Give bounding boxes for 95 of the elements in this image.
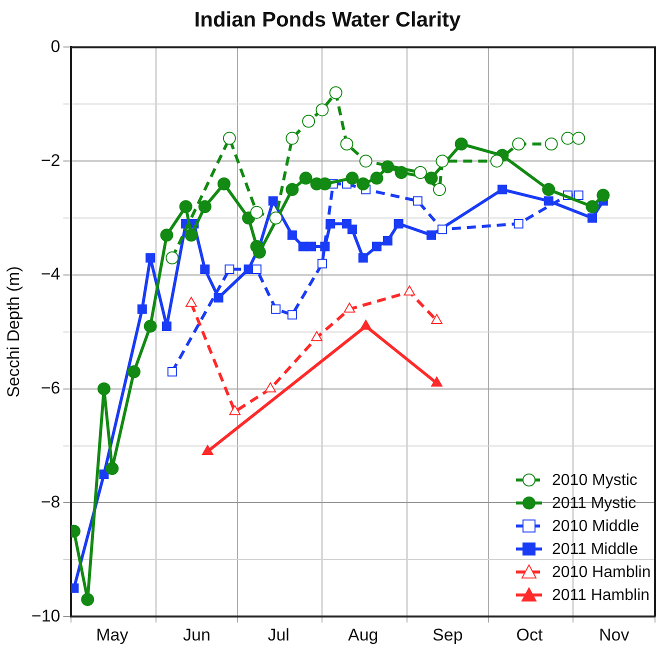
point xyxy=(329,86,342,100)
point xyxy=(454,138,468,150)
point xyxy=(412,196,422,206)
point xyxy=(229,405,241,416)
point xyxy=(347,224,357,234)
point xyxy=(372,242,382,252)
point xyxy=(218,177,230,190)
point xyxy=(497,184,507,194)
point xyxy=(144,320,157,333)
point xyxy=(127,365,140,378)
point xyxy=(202,444,214,455)
x-tick-label: May xyxy=(96,625,129,644)
legend-label: 2010 Mystic xyxy=(552,470,638,491)
y-tick-label: −6 xyxy=(40,378,60,398)
point xyxy=(586,200,599,214)
point xyxy=(160,228,174,242)
point xyxy=(222,132,236,145)
point xyxy=(200,264,210,274)
point xyxy=(512,138,526,150)
point xyxy=(404,286,416,296)
point xyxy=(514,218,524,228)
point xyxy=(167,367,177,376)
point xyxy=(596,188,610,202)
point xyxy=(268,196,278,206)
point xyxy=(382,236,392,246)
point xyxy=(252,246,266,259)
x-tick-label: Sep xyxy=(432,625,463,644)
y-tick-label: −10 xyxy=(31,606,60,626)
point xyxy=(271,304,281,314)
point xyxy=(302,114,316,128)
point xyxy=(431,376,442,387)
point xyxy=(431,314,442,324)
point xyxy=(146,253,156,263)
point xyxy=(316,103,329,116)
point xyxy=(370,172,384,185)
y-tick-label: −2 xyxy=(40,150,60,170)
point xyxy=(344,302,356,313)
legend-label: 2010 Middle xyxy=(552,516,640,537)
point xyxy=(360,320,372,330)
legend-label: 2011 Middle xyxy=(552,540,638,560)
point xyxy=(106,462,119,476)
point xyxy=(490,154,504,168)
point xyxy=(561,132,574,145)
point xyxy=(166,251,179,264)
legend-label: 2010 Hamblin xyxy=(552,562,651,583)
legend-label: 2011 Mystic xyxy=(552,494,636,514)
point xyxy=(358,253,368,263)
point xyxy=(179,200,192,214)
x-tick-label: Nov xyxy=(598,625,630,644)
y-tick-label: −4 xyxy=(40,264,60,284)
point xyxy=(394,218,404,228)
point xyxy=(286,132,299,145)
point xyxy=(426,230,436,240)
point xyxy=(299,172,312,185)
point xyxy=(264,382,276,392)
point xyxy=(269,212,282,225)
point xyxy=(356,177,370,190)
point xyxy=(137,304,147,314)
point xyxy=(287,310,297,320)
chart-title: Indian Ponds Water Clarity xyxy=(194,8,462,32)
point xyxy=(346,172,359,185)
point xyxy=(436,154,449,168)
point xyxy=(250,206,264,219)
point xyxy=(542,183,556,196)
point xyxy=(588,213,597,223)
point xyxy=(97,382,110,396)
y-tick-label: 0 xyxy=(50,36,60,56)
point xyxy=(286,183,299,196)
x-tick-label: Jun xyxy=(183,625,210,644)
point xyxy=(433,183,446,196)
point xyxy=(306,242,316,252)
point xyxy=(184,228,198,242)
x-tick-label: Jul xyxy=(268,625,290,644)
point xyxy=(311,331,322,342)
point xyxy=(198,200,212,214)
legend-label: 2011 Hamblin xyxy=(552,586,650,606)
point xyxy=(162,321,172,331)
x-tick-label: Aug xyxy=(348,625,378,644)
point xyxy=(186,296,197,307)
point xyxy=(359,154,372,168)
y-tick-label: −8 xyxy=(40,492,60,512)
point xyxy=(544,138,558,150)
y-axis-title: Secchi Depth (m) xyxy=(4,266,23,398)
point xyxy=(437,224,447,234)
point xyxy=(287,230,297,240)
point xyxy=(572,132,586,145)
point xyxy=(414,166,427,179)
x-tick-label: Oct xyxy=(516,625,544,644)
point xyxy=(394,166,408,179)
point xyxy=(99,470,109,479)
point xyxy=(81,593,94,606)
point xyxy=(340,138,354,150)
point xyxy=(214,292,224,302)
point xyxy=(317,258,327,268)
point xyxy=(544,196,554,206)
